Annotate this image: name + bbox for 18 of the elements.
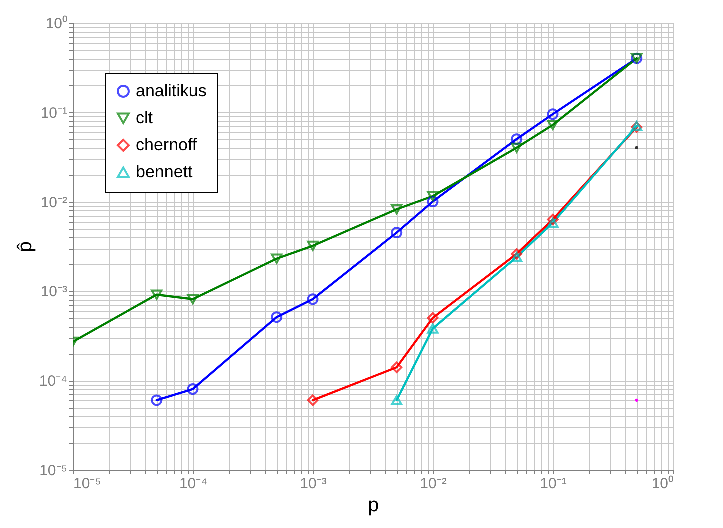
x-axis-title: p xyxy=(368,494,380,516)
y-tick-label: 10⁻⁵ xyxy=(40,462,68,480)
y-tick-label: 10⁻³ xyxy=(40,284,68,301)
y-tick-label: 10⁻⁴ xyxy=(39,373,68,390)
y-axis-title: p̂ xyxy=(14,241,36,253)
y-tick-label: 10⁻¹ xyxy=(40,104,68,122)
x-tick-label: 10⁻³ xyxy=(300,476,327,492)
legend-label: bennett xyxy=(136,162,193,182)
legend-label: analitikus xyxy=(136,82,207,100)
x-tick-label: 10⁻⁴ xyxy=(179,476,208,492)
x-tick-label: 10⁻⁵ xyxy=(74,476,102,492)
y-tick-label: 10⁻² xyxy=(40,194,68,212)
y-tick-label: 10⁰ xyxy=(46,16,68,32)
x-tick-label: 10⁰ xyxy=(652,476,674,492)
legend-label: clt xyxy=(136,108,154,128)
legend-label: chernoff xyxy=(136,136,198,154)
x-tick-label: 10⁻² xyxy=(420,476,447,492)
x-tick-label: 10⁻¹ xyxy=(540,476,567,492)
